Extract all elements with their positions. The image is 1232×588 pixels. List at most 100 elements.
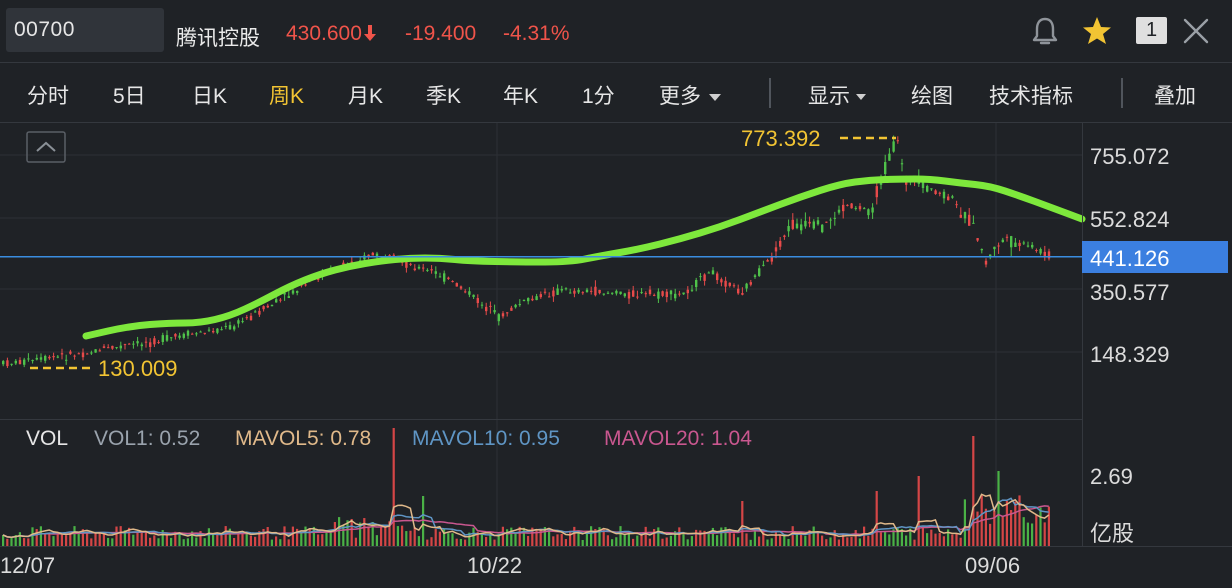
candle-body bbox=[745, 283, 748, 289]
volume-bar bbox=[186, 538, 189, 546]
draw-button[interactable]: 绘图 bbox=[911, 85, 953, 108]
candle-body bbox=[287, 296, 290, 298]
volume-bar bbox=[947, 529, 950, 546]
volume-bar bbox=[447, 533, 450, 546]
volume-bar bbox=[900, 529, 903, 546]
volume-bar bbox=[304, 526, 307, 546]
overlay-button[interactable]: 叠加 bbox=[1154, 85, 1196, 108]
volume-bar bbox=[90, 538, 93, 546]
volume-bar bbox=[682, 533, 685, 546]
vol1-name: VOL1 bbox=[94, 427, 148, 450]
volume-bar bbox=[871, 528, 874, 546]
candle-body bbox=[665, 291, 668, 298]
indicators-button[interactable]: 技术指标 bbox=[989, 85, 1073, 108]
candle-body bbox=[178, 335, 181, 338]
volume-bar bbox=[535, 529, 538, 546]
vol1-separator: : bbox=[148, 427, 160, 450]
candle-body bbox=[132, 343, 135, 345]
volume-bar bbox=[359, 522, 362, 546]
candle-body bbox=[73, 355, 76, 357]
volume-bar bbox=[892, 529, 895, 546]
tab-daily-k[interactable]: 日K bbox=[192, 85, 228, 108]
volume-bar bbox=[476, 532, 479, 546]
candle-body bbox=[674, 293, 677, 299]
candle-body bbox=[1014, 242, 1017, 247]
volume-bar bbox=[564, 539, 567, 546]
candle-body bbox=[144, 341, 148, 343]
stock-code-input[interactable]: 00700 bbox=[6, 8, 164, 52]
tab-weekly-k[interactable]: 周K bbox=[269, 85, 305, 108]
candle-body bbox=[858, 206, 862, 210]
volume-bar bbox=[207, 528, 210, 546]
tab-yearly-k[interactable]: 年K bbox=[503, 85, 539, 108]
candle-body bbox=[123, 344, 127, 346]
volume-bar bbox=[506, 529, 509, 546]
close-icon[interactable] bbox=[1180, 14, 1212, 48]
candle-body bbox=[993, 246, 996, 250]
volume-bar bbox=[203, 538, 206, 546]
candle-body bbox=[510, 307, 513, 311]
candle-body bbox=[258, 310, 261, 315]
candle-body bbox=[741, 293, 744, 295]
volume-bar bbox=[728, 530, 731, 546]
volume-bar bbox=[291, 526, 294, 546]
tab-quarterly-k[interactable]: 季K bbox=[426, 85, 462, 108]
candle-body bbox=[1035, 250, 1038, 252]
volume-bar bbox=[170, 537, 173, 546]
volume-bar bbox=[758, 536, 761, 546]
volume-bar bbox=[77, 532, 80, 546]
volume-bar bbox=[2, 534, 5, 546]
volume-bar bbox=[81, 529, 84, 546]
candle-body bbox=[6, 360, 9, 367]
volume-bar bbox=[527, 535, 530, 546]
volume-bar bbox=[829, 537, 832, 546]
bell-icon[interactable] bbox=[1030, 14, 1060, 48]
volume-bar bbox=[44, 533, 47, 546]
volume-bar bbox=[724, 527, 727, 546]
volume-bar bbox=[69, 532, 72, 546]
volume-bar bbox=[669, 535, 672, 546]
star-icon[interactable] bbox=[1080, 14, 1114, 48]
mavol20-name: MAVOL20 bbox=[604, 427, 699, 450]
candle-body bbox=[283, 292, 286, 295]
candle-body bbox=[296, 290, 299, 293]
candle-body bbox=[1022, 242, 1025, 244]
tab-monthly-k[interactable]: 月K bbox=[348, 85, 384, 108]
candle-body bbox=[39, 357, 43, 360]
candle-body bbox=[921, 181, 925, 189]
vol1-legend: VOL1: 0.52 bbox=[94, 427, 200, 450]
candle-body bbox=[594, 286, 597, 296]
more-dropdown[interactable]: 更多 bbox=[659, 80, 721, 110]
collapse-icon bbox=[36, 141, 56, 152]
candle-body bbox=[191, 333, 194, 335]
volume-bar bbox=[212, 533, 215, 546]
tab-1min[interactable]: 1分 bbox=[582, 85, 615, 108]
volume-bar bbox=[514, 533, 517, 546]
candle-body bbox=[766, 260, 769, 262]
volume-bar bbox=[581, 539, 584, 546]
candle-body bbox=[602, 293, 605, 295]
volume-bar bbox=[619, 526, 622, 546]
volume-bar bbox=[661, 538, 664, 546]
volume-bar bbox=[770, 538, 773, 546]
volume-bar bbox=[972, 436, 975, 546]
volume-bar bbox=[300, 533, 303, 546]
down-arrow-icon bbox=[363, 25, 376, 41]
ma-line bbox=[82, 175, 1086, 340]
candle-body bbox=[905, 180, 908, 185]
volume-bar bbox=[783, 533, 786, 546]
volume-bar bbox=[825, 539, 828, 546]
window-count-badge[interactable]: 1 bbox=[1136, 17, 1167, 44]
volume-bar bbox=[976, 511, 979, 546]
display-dropdown[interactable]: 显示 bbox=[808, 80, 866, 110]
volume-bar bbox=[132, 534, 135, 546]
candle-body bbox=[153, 338, 156, 345]
y-tick-label: 755.072 bbox=[1090, 144, 1170, 169]
tab-fenshi[interactable]: 分时 bbox=[27, 85, 69, 108]
collapse-button[interactable] bbox=[26, 131, 66, 163]
tab-5day[interactable]: 5日 bbox=[113, 85, 146, 108]
current-price-label: 441.126 bbox=[1090, 246, 1170, 271]
volume-bar bbox=[808, 530, 811, 546]
period-toolbar: 分时 5日 日K 周K 月K 季K 年K 1分 更多 显示 绘图 技术指标 叠加 bbox=[0, 64, 1232, 122]
